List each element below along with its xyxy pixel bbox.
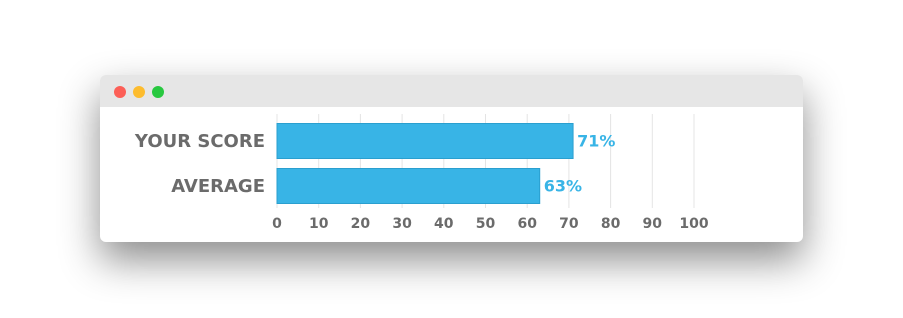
x-tick-label: 80 xyxy=(601,216,621,232)
close-button[interactable] xyxy=(114,86,126,98)
x-tick-label: 60 xyxy=(517,216,537,232)
y-tick-label: YOUR SCORE xyxy=(134,131,265,152)
x-tick-label: 30 xyxy=(392,216,412,232)
value-label: 71% xyxy=(577,132,615,151)
title-bar xyxy=(100,75,803,107)
bar xyxy=(276,123,574,159)
zoom-button[interactable] xyxy=(152,86,164,98)
value-label: 63% xyxy=(544,177,582,196)
x-tick-label: 20 xyxy=(351,216,371,232)
x-tick-label: 0 xyxy=(272,216,282,232)
window xyxy=(100,75,803,242)
bar xyxy=(276,168,541,204)
x-tick-label: 50 xyxy=(476,216,496,232)
x-tick-label: 10 xyxy=(309,216,329,232)
minimize-button[interactable] xyxy=(133,86,145,98)
x-tick-label: 90 xyxy=(643,216,663,232)
x-tick-label: 100 xyxy=(679,216,708,232)
x-tick-label: 40 xyxy=(434,216,454,232)
y-tick-label: AVERAGE xyxy=(171,176,265,197)
x-tick-label: 70 xyxy=(559,216,579,232)
